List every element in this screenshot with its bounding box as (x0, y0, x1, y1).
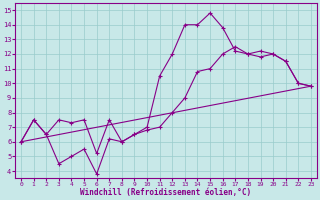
X-axis label: Windchill (Refroidissement éolien,°C): Windchill (Refroidissement éolien,°C) (80, 188, 252, 197)
